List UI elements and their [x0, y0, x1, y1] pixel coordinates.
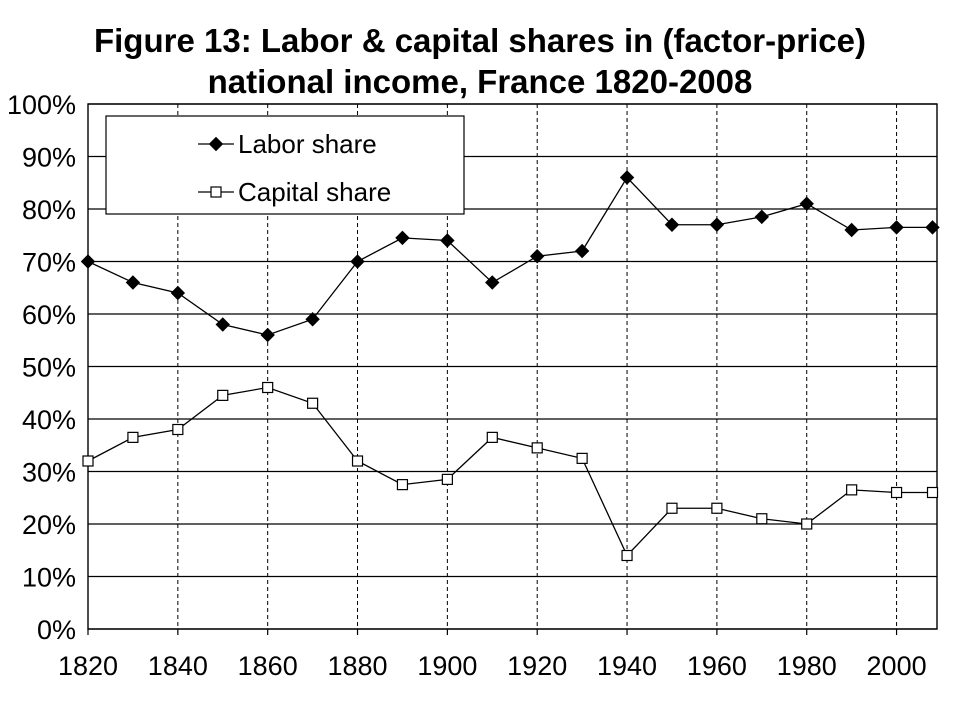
data-point	[396, 479, 409, 491]
data-point	[350, 254, 365, 269]
data-point	[486, 431, 498, 443]
y-tick-label: 10%	[22, 563, 76, 593]
data-point	[82, 455, 94, 467]
data-point	[262, 381, 274, 394]
data-point	[711, 502, 723, 514]
data-point	[351, 455, 364, 467]
data-point	[395, 230, 410, 246]
data-point	[799, 196, 814, 211]
data-point	[844, 222, 859, 238]
data-point	[619, 170, 635, 185]
data-point	[170, 285, 186, 301]
y-tick-label: 40%	[22, 405, 76, 435]
data-point	[801, 518, 813, 530]
legend-marker	[210, 186, 222, 198]
chart-title: Figure 13: Labor & capital shares in (fa…	[0, 20, 960, 102]
data-point	[125, 275, 141, 290]
series-layer	[80, 170, 940, 562]
data-point	[576, 452, 588, 464]
y-tick-label: 90%	[22, 143, 76, 173]
x-tick-label: 1980	[777, 651, 837, 681]
y-tick-label: 30%	[22, 458, 76, 488]
legend-label: Capital share	[238, 177, 391, 207]
data-point	[926, 486, 939, 499]
series-labor-share	[80, 170, 940, 343]
data-point	[621, 549, 633, 562]
y-tick-label: 100%	[7, 90, 76, 120]
data-point	[531, 442, 543, 454]
x-tick-label: 1840	[148, 651, 208, 681]
data-point	[440, 233, 455, 248]
y-tick-label: 80%	[22, 195, 76, 225]
data-point	[529, 249, 545, 264]
data-point	[215, 317, 230, 332]
legend: Labor share Capital share	[105, 115, 465, 215]
data-point	[80, 254, 96, 269]
plot-area-border	[87, 103, 938, 630]
axes	[87, 103, 938, 630]
y-tick-label: 0%	[37, 615, 76, 645]
chart-title-line-1: Figure 13: Labor & capital shares in (fa…	[93, 22, 867, 59]
data-point	[664, 217, 680, 232]
x-tick-label: 1940	[597, 651, 657, 681]
ticks: 0% 10% 20% 30% 40% 50% 60% 70% 80% 90% 100% 1820 184…	[7, 90, 927, 681]
x-tick-label: 2000	[867, 651, 927, 681]
x-tick-label: 1920	[507, 651, 567, 681]
y-tick-label: 20%	[22, 510, 76, 540]
y-tick-label: 50%	[22, 353, 76, 383]
data-point	[846, 484, 858, 496]
chart-title-line-2: national income, France 1820-2008	[207, 63, 753, 100]
y-tick-label: 70%	[22, 248, 76, 278]
x-tick-label: 1960	[687, 651, 747, 681]
data-point	[754, 209, 770, 225]
legend-box	[105, 115, 465, 215]
data-point	[260, 327, 275, 343]
x-tick-label: 1900	[417, 651, 477, 681]
x-tick-label: 1860	[238, 651, 298, 681]
legend-label: Labor share	[238, 129, 377, 159]
grid	[88, 103, 937, 630]
data-point	[709, 217, 725, 232]
data-point	[756, 513, 768, 525]
data-point	[890, 486, 903, 499]
data-point	[666, 502, 678, 514]
series-line	[87, 386, 933, 557]
x-tick-label: 1880	[327, 651, 387, 681]
y-tick-label: 60%	[22, 300, 76, 330]
data-point	[485, 275, 500, 290]
data-point	[307, 397, 319, 409]
x-tick-label: 1820	[58, 651, 118, 681]
data-point	[441, 473, 453, 485]
data-point	[574, 243, 590, 259]
legend-marker	[208, 136, 224, 152]
data-point	[925, 220, 940, 235]
series-line	[87, 176, 933, 336]
data-point	[127, 431, 139, 443]
data-point	[172, 423, 184, 436]
data-point	[889, 220, 904, 235]
data-point	[217, 389, 229, 401]
data-point	[305, 312, 320, 327]
series-capital-share	[82, 381, 939, 562]
